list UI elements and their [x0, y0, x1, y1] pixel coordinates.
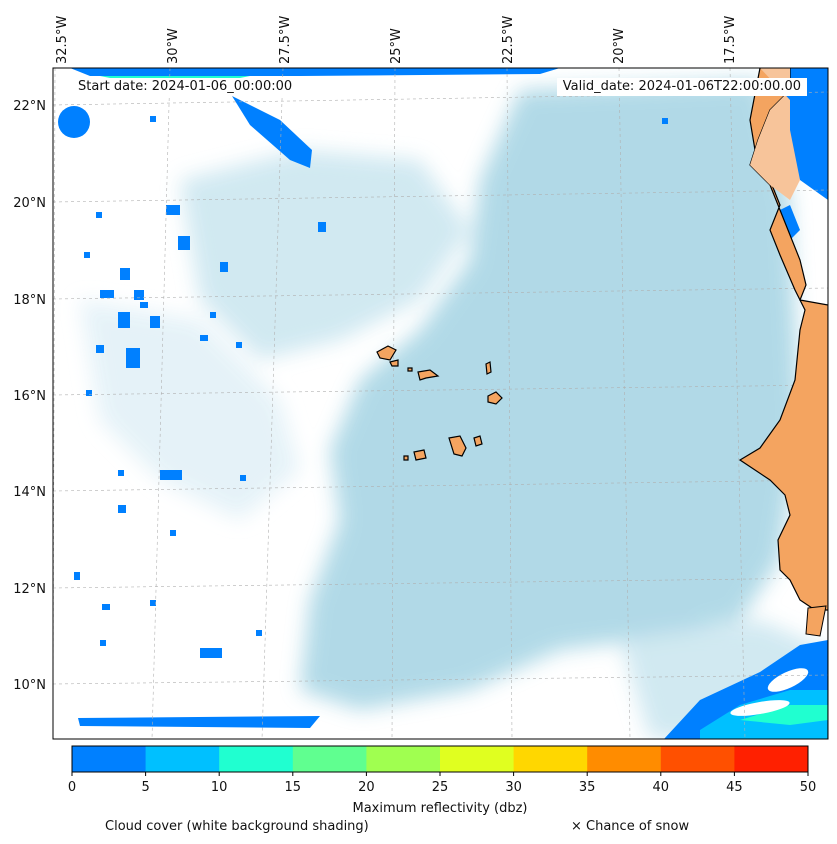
colorbar-segment — [587, 746, 662, 772]
colorbar-tick-label: 10 — [210, 780, 228, 795]
colorbar-segment — [440, 746, 515, 772]
lat-label: 22°N — [13, 99, 46, 114]
lat-label: 12°N — [13, 582, 46, 597]
colorbar-tick-label: 20 — [358, 780, 375, 795]
colorbar-segment — [72, 746, 147, 772]
colorbar-tick-label: 30 — [505, 780, 522, 795]
colorbar-tick-label: 15 — [284, 780, 302, 795]
cape-verde-islands — [376, 345, 503, 461]
colorbar-segment — [219, 746, 294, 772]
lon-label: 17.5°W — [723, 16, 738, 64]
lat-label: 18°N — [13, 293, 46, 308]
start-date-label: Start date: 2024-01-06_00:00:00 — [72, 78, 299, 96]
colorbar-tick-label: 0 — [67, 780, 77, 795]
lon-label: 32.5°W — [55, 16, 70, 64]
colorbar-segment — [513, 746, 588, 772]
colorbar-segment — [734, 746, 809, 772]
colorbar-tick-label: 45 — [726, 780, 743, 795]
lon-label: 30°W — [166, 28, 181, 64]
lon-label: 25°W — [389, 28, 404, 64]
lon-label: 20°W — [612, 28, 627, 64]
map-area — [53, 68, 828, 739]
reflectivity-patches — [58, 68, 828, 739]
lat-label: 10°N — [13, 678, 46, 693]
colorbar — [71, 745, 809, 776]
colorbar-tick-label: 25 — [431, 780, 449, 795]
valid-date-label: Valid_date: 2024-01-06T22:00:00.00 — [556, 78, 807, 96]
cloud-cover-note: Cloud cover (white background shading) — [105, 819, 369, 834]
lat-label: 16°N — [13, 389, 46, 404]
colorbar-segment — [292, 746, 367, 772]
colorbar-segment — [145, 746, 220, 772]
colorbar-title: Maximum reflectivity (dbz) — [352, 801, 528, 816]
lat-label: 20°N — [13, 196, 46, 211]
snow-note: × Chance of snow — [571, 819, 690, 834]
latitude-labels: 22°N 20°N 18°N 16°N 14°N 12°N 10°N — [13, 99, 46, 693]
colorbar-tick-label: 40 — [652, 780, 670, 795]
lat-label: 14°N — [13, 485, 46, 500]
colorbar-tick-labels: 0 5 10 15 20 25 30 35 40 45 50 — [0, 780, 837, 800]
lon-label: 22.5°W — [501, 16, 516, 64]
colorbar-tick-label: 35 — [578, 780, 596, 795]
africa-coastline — [738, 68, 828, 739]
colorbar-segment — [366, 746, 441, 772]
colorbar-tick-label: 5 — [141, 780, 150, 795]
longitude-labels: 32.5°W 30°W 27.5°W 25°W 22.5°W 20°W 17.5… — [55, 16, 738, 64]
colorbar-tick-label: 50 — [799, 780, 817, 795]
colorbar-segment — [660, 746, 735, 772]
map-frame — [52, 67, 829, 740]
lon-label: 27.5°W — [278, 16, 293, 64]
